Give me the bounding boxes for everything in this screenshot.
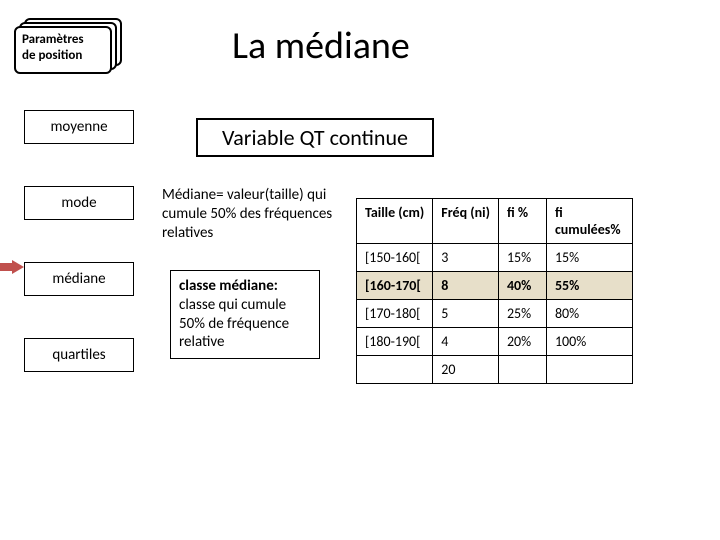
cell: 3	[433, 244, 499, 272]
sidebar-item-mode[interactable]: mode	[24, 186, 134, 220]
class-box-lead: classe médiane:	[179, 277, 278, 295]
cell: 55%	[546, 272, 632, 300]
active-arrow-icon	[0, 260, 24, 274]
col-freq: Fréq (ni)	[433, 199, 499, 244]
sidebar-item-quartiles[interactable]: quartiles	[24, 338, 134, 372]
card-line1: Paramètres	[22, 32, 104, 48]
cell: 100%	[546, 328, 632, 356]
table-row: [170-180[ 5 25% 80%	[357, 300, 633, 328]
table-row-highlight: [160-170[ 8 40% 55%	[357, 272, 633, 300]
cell: [180-190[	[357, 328, 433, 356]
sidebar-item-mediane[interactable]: médiane	[24, 262, 134, 296]
cell: 20	[433, 356, 499, 384]
card-line2: de position	[22, 48, 104, 64]
table-header-row: Taille (cm) Fréq (ni) fi % fi cumulées%	[357, 199, 633, 244]
cell: [160-170[	[357, 272, 433, 300]
page-title: La médiane	[232, 23, 410, 69]
cell: [170-180[	[357, 300, 433, 328]
cell: [150-160[	[357, 244, 433, 272]
cell: 5	[433, 300, 499, 328]
col-taille: Taille (cm)	[357, 199, 433, 244]
cell: 15%	[498, 244, 546, 272]
col-ficum: fi cumulées%	[546, 199, 632, 244]
cell: 15%	[546, 244, 632, 272]
cell	[498, 356, 546, 384]
cell	[546, 356, 632, 384]
table-row: [180-190[ 4 20% 100%	[357, 328, 633, 356]
cell: 80%	[546, 300, 632, 328]
cell: 40%	[498, 272, 546, 300]
cell: 8	[433, 272, 499, 300]
cell: 4	[433, 328, 499, 356]
subtitle-box: Variable QT continue	[196, 118, 434, 157]
cell: 25%	[498, 300, 546, 328]
col-fi: fi %	[498, 199, 546, 244]
definition-text: Médiane= valeur(taille) qui cumule 50% d…	[162, 186, 362, 242]
class-box-rest: classe qui cumule 50% de fréquence relat…	[179, 296, 289, 352]
sidebar: moyenne mode médiane quartiles	[24, 110, 134, 372]
class-median-box: classe médiane: classe qui cumule 50% de…	[170, 270, 320, 359]
table-row: [150-160[ 3 15% 15%	[357, 244, 633, 272]
card-front: Paramètres de position	[14, 26, 112, 74]
header-row: Paramètres de position La médiane	[0, 0, 720, 74]
table-row-total: 20	[357, 356, 633, 384]
topic-card-stack: Paramètres de position	[14, 18, 122, 74]
table-body: [150-160[ 3 15% 15% [160-170[ 8 40% 55% …	[357, 244, 633, 384]
cell	[357, 356, 433, 384]
cell: 20%	[498, 328, 546, 356]
frequency-table: Taille (cm) Fréq (ni) fi % fi cumulées% …	[356, 198, 633, 384]
sidebar-item-moyenne[interactable]: moyenne	[24, 110, 134, 144]
